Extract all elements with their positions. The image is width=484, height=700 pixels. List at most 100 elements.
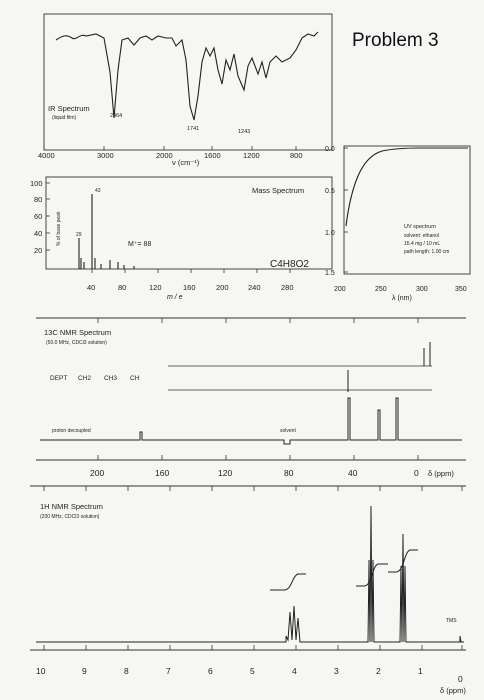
h1-xtick-3: 3 <box>334 666 339 676</box>
h1-xtick-8: 8 <box>124 666 129 676</box>
ms-xtick-240: 240 <box>248 283 261 292</box>
uv-x-label: λ (nm) <box>392 295 412 302</box>
uv-info-path-length: path length: 1.00 cm <box>404 249 449 255</box>
ir-title: IR Spectrum <box>48 104 90 113</box>
h1-xtick-5: 5 <box>250 666 255 676</box>
c13-xtick-0: 0 <box>414 468 419 478</box>
uv-info-solvent: solvent: ethanol <box>404 233 439 239</box>
ms-xtick-280: 280 <box>281 283 294 292</box>
c13-decoupled-trace <box>40 397 462 445</box>
ms-xtick-40: 40 <box>87 283 95 292</box>
uv-ytick-0.0: 0.0 <box>325 146 335 153</box>
problem-title: Problem 3 <box>352 30 439 51</box>
ir-tick-1600: 1600 <box>204 151 221 160</box>
uv-y-ticks <box>344 147 348 273</box>
ms-ytick-40: 40 <box>34 229 42 238</box>
ms-formula: C4H8O2 <box>270 259 309 270</box>
ms-xtick-120: 120 <box>149 283 162 292</box>
ms-ytick-20: 20 <box>34 246 42 255</box>
ir-axis-label: ν (cm⁻¹) <box>172 158 200 167</box>
h1-integral-1ppm <box>388 549 418 573</box>
uv-trace <box>345 147 468 227</box>
uv-frame <box>343 145 471 275</box>
c13-solvent-label: solvent <box>280 428 296 434</box>
h1-xtick-6: 6 <box>208 666 213 676</box>
dept-ch-label: CH <box>130 375 140 382</box>
h1-bottom-ticks <box>43 645 463 650</box>
ms-frame <box>45 176 333 270</box>
ir-peak-label-1243: 1243 <box>238 129 250 135</box>
h1-top-ticks <box>43 486 463 491</box>
c13-xtick-80: 80 <box>284 468 294 478</box>
ms-xtick-160: 160 <box>183 283 196 292</box>
ms-x-ticks <box>91 269 291 273</box>
h1-integral-2ppm <box>356 563 388 587</box>
uv-title: UV spectrum <box>404 224 436 230</box>
c13-xtick-40: 40 <box>348 468 358 478</box>
h1-xtick-2: 2 <box>376 666 381 676</box>
ir-peak-label-1741: 1741 <box>187 126 199 132</box>
ms-peak-label-43: 43 <box>95 188 101 194</box>
ir-tick-2000: 2000 <box>156 151 173 160</box>
uv-ytick-1.0: 1.0 <box>325 230 335 237</box>
ms-xtick-200: 200 <box>216 283 229 292</box>
ms-y-label: % of base peak <box>56 211 62 246</box>
dept-ch2-label: CH2 <box>78 375 91 382</box>
uv-spectrum-panel: 0.0 0.5 1.0 1.5 UV spectrum solvent: eth… <box>325 145 471 302</box>
h1-xtick-10: 10 <box>36 666 46 676</box>
h1-x-label: δ (ppm) <box>440 686 466 695</box>
h1-tms-label: TMS <box>446 618 457 624</box>
dept-ch3-label: CH3 <box>104 375 117 382</box>
h1-xtick-1: 1 <box>418 666 423 676</box>
uv-xtick-350: 350 <box>455 286 467 293</box>
ir-tick-3000: 3000 <box>97 151 114 160</box>
ir-spectrum-panel: IR Spectrum (liquid film) 2964 1741 1243… <box>38 13 333 167</box>
c13-top-ticks <box>97 318 419 323</box>
ir-tick-1200: 1200 <box>243 151 260 160</box>
h1-integral-4ppm <box>270 573 306 591</box>
h1-xtick-9: 9 <box>82 666 87 676</box>
uv-xtick-300: 300 <box>416 286 428 293</box>
h1-xtick-0: 0 <box>458 674 463 684</box>
ir-subtitle: (liquid film) <box>52 115 77 121</box>
dept-label: DEPT <box>50 375 67 382</box>
ms-peak-label-29: 29 <box>76 232 82 238</box>
ms-ytick-100: 100 <box>30 179 43 188</box>
c13-decoupled-label: proton decoupled <box>52 428 91 434</box>
h1-trace <box>36 505 464 643</box>
h1-title: 1H NMR Spectrum <box>40 502 103 511</box>
c13-subtitle: (50.0 MHz, CDCl3 solution) <box>46 340 107 346</box>
c13-nmr-panel: 13C NMR Spectrum (50.0 MHz, CDCl3 soluti… <box>36 317 466 478</box>
ir-peak-label-2964: 2964 <box>110 113 122 119</box>
c13-xtick-200: 200 <box>90 468 104 478</box>
ms-x-label: m / e <box>167 294 183 301</box>
uv-info-concentration: 15.4 mg / 10 mL <box>404 241 440 247</box>
ms-peaks <box>78 194 135 269</box>
h1-nmr-panel: 1H NMR Spectrum (200 MHz, CDCl3 solution… <box>30 485 466 695</box>
ms-y-ticks <box>46 182 50 251</box>
c13-xtick-160: 160 <box>155 468 169 478</box>
c13-bottom-ticks <box>97 455 419 460</box>
ir-axis-ticks <box>43 146 297 150</box>
uv-xtick-200: 200 <box>334 286 346 293</box>
ms-xtick-80: 80 <box>118 283 126 292</box>
uv-ytick-1.5: 1.5 <box>325 270 335 277</box>
uv-xtick-250: 250 <box>375 286 387 293</box>
ir-tick-800: 800 <box>290 151 303 160</box>
c13-xtick-120: 120 <box>218 468 232 478</box>
uv-ytick-0.5: 0.5 <box>325 188 335 195</box>
ms-ytick-60: 60 <box>34 212 42 221</box>
ms-title: Mass Spectrum <box>252 186 304 195</box>
ms-ytick-80: 80 <box>34 195 42 204</box>
ir-frame <box>43 13 333 151</box>
mass-spectrum-panel: 100 80 60 40 20 % of base peak 43 29 M⁺=… <box>30 176 333 301</box>
ms-molecular-ion: M⁺= 88 <box>128 241 151 248</box>
h1-subtitle: (200 MHz, CDCl3 solution) <box>40 514 100 520</box>
ir-trace <box>55 31 319 121</box>
h1-xtick-4: 4 <box>292 666 297 676</box>
c13-title: 13C NMR Spectrum <box>44 328 111 337</box>
c13-x-label: δ (ppm) <box>428 469 454 478</box>
ir-tick-4000: 4000 <box>38 151 55 160</box>
